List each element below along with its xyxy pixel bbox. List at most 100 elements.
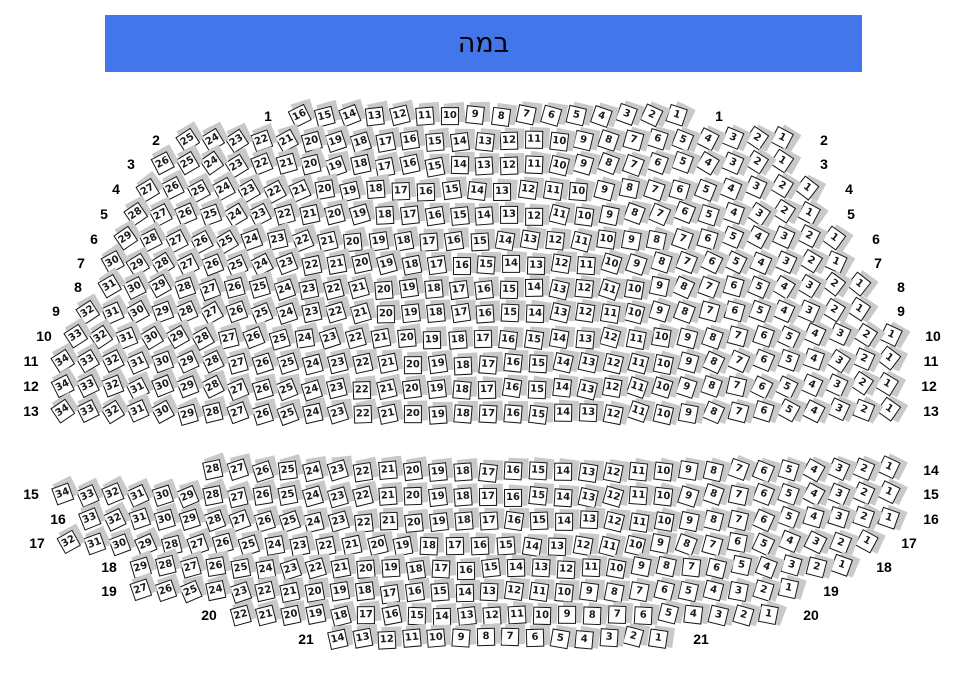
seat-row5-num20[interactable]: 20 — [323, 198, 351, 227]
seat-row3-num12[interactable]: 12 — [499, 153, 525, 178]
seat-row9-num21[interactable]: 21 — [349, 297, 378, 325]
seat-row19-num1[interactable]: 1 — [777, 574, 807, 602]
seat-row15-num22[interactable]: 22 — [351, 480, 380, 509]
seat-row13-num25[interactable]: 25 — [276, 398, 305, 427]
seat-row4-num12[interactable]: 12 — [517, 176, 544, 202]
seat-row9-num10[interactable]: 10 — [623, 299, 653, 327]
seat-row4-num4[interactable]: 4 — [718, 175, 750, 205]
seat-row13-num17[interactable]: 17 — [478, 400, 504, 425]
seat-row15-num32[interactable]: 32 — [100, 476, 130, 507]
seat-row7-num16[interactable]: 16 — [452, 252, 477, 278]
seat-row3-num10[interactable]: 10 — [547, 151, 576, 178]
seat-row10-num10[interactable]: 10 — [651, 322, 680, 351]
seat-row12-num15[interactable]: 15 — [527, 376, 554, 402]
seat-row19-num14[interactable]: 14 — [455, 579, 480, 604]
seat-row4-num11[interactable]: 11 — [542, 177, 570, 204]
seat-row13-num22[interactable]: 22 — [353, 398, 380, 426]
seat-row8-num15[interactable]: 15 — [499, 276, 525, 301]
seat-row9-num1[interactable]: 1 — [846, 294, 879, 324]
seat-row14-num12[interactable]: 12 — [602, 459, 631, 486]
seat-row8-num2[interactable]: 2 — [821, 270, 854, 299]
seat-row10-num20[interactable]: 20 — [396, 323, 423, 350]
seat-row18-num13[interactable]: 13 — [531, 554, 557, 579]
seat-row9-num12[interactable]: 12 — [574, 298, 602, 325]
seat-row9-num23[interactable]: 23 — [300, 296, 327, 324]
seat-row6-num15[interactable]: 15 — [470, 228, 495, 253]
seat-row6-num13[interactable]: 13 — [519, 226, 547, 253]
seat-row5-num19[interactable]: 19 — [348, 199, 376, 227]
seat-row18-num16[interactable]: 16 — [456, 556, 482, 581]
seat-row1-num6[interactable]: 6 — [539, 101, 568, 128]
seat-row6-num12[interactable]: 12 — [545, 227, 572, 253]
seat-row15-num25[interactable]: 25 — [277, 479, 305, 508]
seat-row11-num17[interactable]: 17 — [478, 351, 504, 376]
seat-row10-num21[interactable]: 21 — [370, 322, 398, 350]
seat-row21-num9[interactable]: 9 — [451, 624, 477, 649]
seat-row12-num19[interactable]: 19 — [427, 374, 453, 400]
seat-row13-num14[interactable]: 14 — [553, 399, 580, 425]
seat-row5-num16[interactable]: 16 — [424, 203, 450, 229]
seat-row6-num10[interactable]: 10 — [595, 226, 624, 253]
seat-row7-num14[interactable]: 14 — [502, 250, 528, 275]
seat-row21-num8[interactable]: 8 — [476, 623, 502, 648]
seat-row7-num8[interactable]: 8 — [649, 248, 679, 276]
seat-row19-num19[interactable]: 19 — [329, 576, 356, 604]
seat-row14-num20[interactable]: 20 — [402, 455, 430, 483]
seat-row8-num12[interactable]: 12 — [574, 274, 601, 301]
seat-row13-num28[interactable]: 28 — [201, 395, 229, 426]
seat-row7-num19[interactable]: 19 — [375, 249, 403, 277]
seat-row9-num11[interactable]: 11 — [599, 300, 627, 327]
seat-row16-num29[interactable]: 29 — [178, 501, 207, 532]
seat-row9-num22[interactable]: 22 — [325, 295, 353, 325]
seat-row9-num15[interactable]: 15 — [500, 299, 527, 325]
seat-row16-num30[interactable]: 30 — [153, 502, 181, 533]
seat-row5-num14[interactable]: 14 — [474, 202, 500, 227]
seat-row21-num2[interactable]: 2 — [622, 623, 651, 650]
seat-row2-num15[interactable]: 15 — [425, 127, 451, 155]
seat-row18-num8[interactable]: 8 — [655, 553, 684, 580]
seat-row14-num27[interactable]: 27 — [226, 452, 254, 482]
seat-row13-num32[interactable]: 32 — [100, 393, 130, 426]
seat-row14-num19[interactable]: 19 — [428, 457, 454, 483]
seat-row5-num15[interactable]: 15 — [449, 202, 475, 227]
seat-row20-num2[interactable]: 2 — [732, 601, 762, 629]
seat-row5-num9[interactable]: 9 — [598, 202, 627, 229]
seat-row3-num20[interactable]: 20 — [300, 147, 328, 178]
seat-row21-num13[interactable]: 13 — [352, 623, 378, 650]
seat-row7-num3[interactable]: 3 — [773, 248, 806, 278]
seat-row19-num24[interactable]: 24 — [204, 573, 233, 604]
seat-row14-num23[interactable]: 23 — [326, 455, 354, 483]
seat-row15-num34[interactable]: 34 — [51, 476, 80, 508]
seat-row14-num18[interactable]: 18 — [453, 457, 479, 483]
seat-row18-num11[interactable]: 11 — [581, 554, 608, 580]
seat-row15-num11[interactable]: 11 — [628, 481, 656, 508]
seat-row4-num5[interactable]: 5 — [693, 176, 724, 204]
seat-row2-num13[interactable]: 13 — [474, 128, 501, 153]
seat-row13-num33[interactable]: 33 — [75, 392, 105, 424]
seat-row17-num32[interactable]: 32 — [56, 524, 86, 556]
seat-row13-num23[interactable]: 23 — [326, 398, 354, 425]
seat-row4-num3[interactable]: 3 — [744, 173, 776, 202]
seat-row1-num10[interactable]: 10 — [441, 102, 467, 128]
seat-row15-num26[interactable]: 26 — [252, 478, 280, 508]
seat-row19-num13[interactable]: 13 — [479, 579, 505, 603]
seat-row10-num17[interactable]: 17 — [473, 326, 499, 350]
seat-row3-num16[interactable]: 16 — [399, 149, 426, 177]
seat-row10-num14[interactable]: 14 — [549, 325, 576, 351]
seat-row5-num8[interactable]: 8 — [622, 200, 652, 228]
seat-row20-num3[interactable]: 3 — [707, 601, 736, 629]
seat-row17-num7[interactable]: 7 — [701, 531, 730, 559]
seat-row13-num24[interactable]: 24 — [302, 397, 330, 426]
seat-row12-num17[interactable]: 17 — [477, 376, 503, 401]
seat-row12-num29[interactable]: 29 — [175, 368, 205, 400]
seat-row20-num20[interactable]: 20 — [280, 600, 307, 629]
seat-row12-num11[interactable]: 11 — [625, 373, 655, 401]
seat-row4-num13[interactable]: 13 — [493, 178, 519, 203]
seat-row9-num27[interactable]: 27 — [199, 295, 229, 326]
seat-row10-num18[interactable]: 18 — [447, 326, 473, 352]
seat-row10-num19[interactable]: 19 — [422, 326, 448, 352]
seat-row6-num9[interactable]: 9 — [620, 227, 649, 254]
seat-row5-num13[interactable]: 13 — [500, 201, 526, 227]
seat-row3-num8[interactable]: 8 — [596, 149, 627, 176]
seat-row15-num12[interactable]: 12 — [602, 482, 631, 509]
